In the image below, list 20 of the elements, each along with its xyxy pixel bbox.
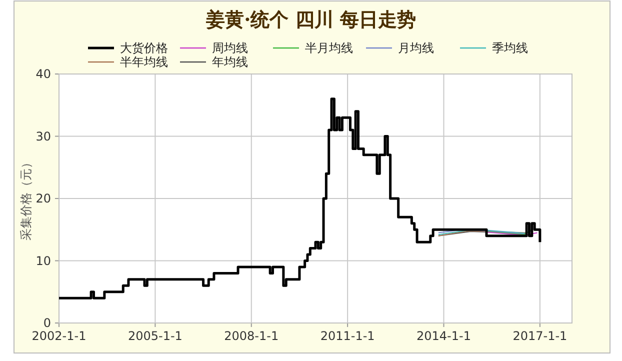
y-axis-title: 采集价格（元）: [19, 156, 33, 240]
y-tick-label: 30: [36, 129, 51, 144]
x-tick-label: 2014-1-1: [416, 329, 471, 343]
legend-label: 半年均线: [120, 55, 168, 69]
legend-label: 周均线: [212, 41, 248, 55]
legend-label: 大货价格: [120, 41, 168, 55]
y-tick-label: 10: [36, 254, 51, 268]
x-tick-label: 2017-1-1: [512, 329, 568, 343]
x-tick-label: 2005-1-1: [128, 329, 182, 343]
legend-label: 年均线: [212, 55, 248, 69]
y-tick-label: 0: [43, 316, 51, 330]
x-tick-label: 2011-1-1: [320, 329, 375, 343]
legend-label: 月均线: [398, 41, 434, 55]
y-tick-label: 20: [36, 192, 51, 206]
legend-label: 半月均线: [305, 41, 353, 55]
x-tick-label: 2002-1-1: [32, 329, 86, 343]
chart-title: 姜黄·统个 四川 每日走势: [205, 9, 416, 31]
y-tick-label: 40: [36, 67, 51, 81]
x-tick-label: 2008-1-1: [224, 329, 279, 343]
legend-label: 季均线: [492, 41, 528, 55]
